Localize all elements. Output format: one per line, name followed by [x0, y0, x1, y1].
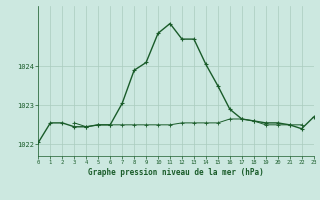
X-axis label: Graphe pression niveau de la mer (hPa): Graphe pression niveau de la mer (hPa)	[88, 168, 264, 177]
